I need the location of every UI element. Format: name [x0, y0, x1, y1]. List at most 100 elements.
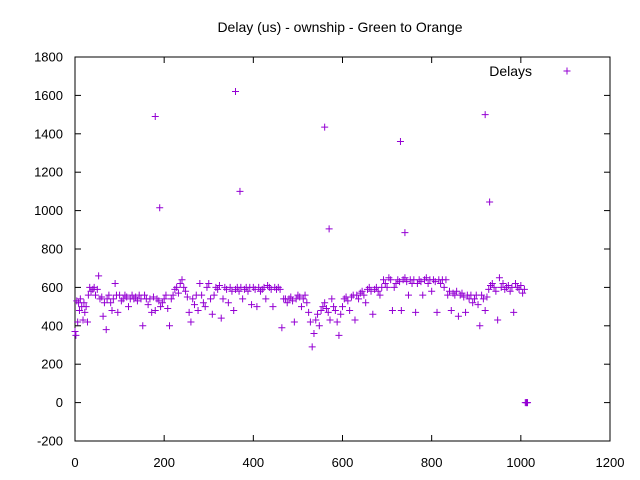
data-point: [201, 303, 209, 311]
data-point: [383, 283, 391, 291]
data-point: [251, 285, 259, 293]
data-point: [367, 287, 375, 295]
y-tick-label: 600: [41, 280, 63, 295]
data-point: [442, 276, 450, 284]
data-point: [232, 88, 239, 96]
data-point: [292, 295, 300, 303]
data-point: [212, 283, 220, 291]
data-point: [219, 295, 227, 303]
data-point: [363, 285, 371, 293]
data-point: [481, 306, 489, 314]
data-point: [144, 301, 152, 309]
data-point: [130, 295, 138, 303]
data-point: [258, 285, 266, 293]
data-point: [401, 274, 409, 282]
data-point: [397, 306, 405, 314]
data-point: [285, 295, 293, 303]
data-point: [167, 295, 175, 303]
data-point: [314, 310, 322, 318]
data-point: [437, 280, 445, 288]
data-point: [96, 295, 104, 303]
data-point: [290, 318, 298, 326]
data-point: [153, 295, 161, 303]
data-point: [214, 285, 222, 293]
data-point: [278, 324, 286, 332]
y-tick-label: 1800: [34, 50, 63, 65]
data-point: [215, 281, 223, 289]
data-point: [417, 278, 425, 286]
data-point: [401, 229, 409, 237]
data-point: [151, 306, 159, 314]
data-point: [158, 299, 166, 307]
x-tick-label: 0: [71, 455, 78, 470]
data-point: [326, 316, 334, 324]
data-point: [236, 187, 244, 195]
data-point: [462, 308, 470, 316]
data-point: [340, 295, 348, 303]
data-point: [164, 305, 172, 313]
legend-marker-plus: [563, 67, 571, 75]
data-point: [396, 278, 404, 286]
data-point: [125, 303, 132, 311]
data-point: [207, 295, 215, 303]
data-point: [123, 293, 131, 301]
data-point: [198, 291, 206, 299]
data-point: [103, 295, 111, 303]
data-point: [276, 285, 284, 293]
data-point: [189, 295, 197, 303]
data-point: [301, 291, 309, 299]
y-tick-label: -200: [37, 434, 63, 449]
data-point: [501, 285, 509, 293]
data-point: [81, 308, 89, 316]
data-point: [470, 295, 478, 303]
data-point: [157, 303, 165, 311]
legend: Delays: [489, 63, 571, 79]
data-point: [469, 299, 477, 307]
data-point: [487, 281, 495, 289]
data-point: [317, 306, 325, 314]
y-tick-label: 1600: [34, 88, 63, 103]
x-tick-label: 600: [332, 455, 354, 470]
x-tick-label: 800: [421, 455, 443, 470]
data-point: [262, 295, 270, 303]
y-tick-label: 1200: [34, 165, 63, 180]
data-point: [174, 289, 182, 297]
data-point: [185, 308, 193, 316]
data-point: [403, 278, 411, 286]
data-point: [183, 293, 191, 301]
data-point: [133, 297, 141, 305]
data-point: [474, 301, 482, 309]
data-point: [385, 274, 393, 282]
data-point: [92, 291, 100, 299]
x-axis: 0 200 400 600 800 1000 1200: [71, 57, 624, 470]
data-point: [95, 272, 103, 280]
data-point: [456, 291, 464, 299]
data-point: [274, 283, 282, 291]
data-point: [440, 283, 448, 291]
data-point: [306, 318, 314, 326]
data-point: [511, 280, 519, 288]
y-tick-label: 400: [41, 318, 63, 333]
data-point: [148, 308, 156, 316]
data-point: [239, 295, 247, 303]
chart-title: Delay (us) - ownship - Green to Orange: [217, 19, 462, 35]
data-point: [90, 283, 98, 291]
data-point: [228, 287, 236, 295]
data-point: [199, 299, 207, 307]
data-point: [324, 308, 332, 316]
data-point: [149, 293, 157, 301]
data-point: [71, 328, 79, 336]
data-point: [305, 308, 313, 316]
data-point: [299, 295, 307, 303]
data-point: [171, 285, 179, 293]
data-point: [479, 295, 487, 303]
data-point: [205, 280, 213, 288]
data-point: [139, 322, 147, 330]
data-point: [108, 306, 116, 314]
data-point: [93, 285, 101, 293]
data-point: [362, 299, 370, 307]
data-point: [182, 287, 190, 295]
data-point: [453, 287, 461, 295]
data-point: [287, 293, 295, 301]
data-point: [256, 287, 264, 295]
